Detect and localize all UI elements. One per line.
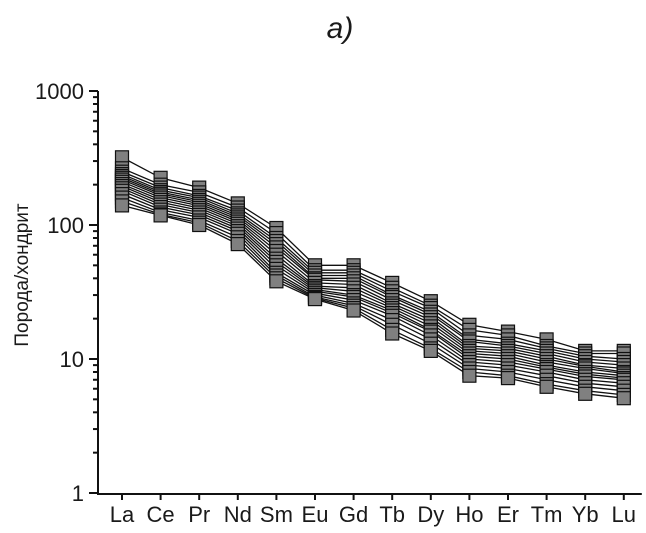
x-tick-label: Pr [188, 502, 210, 527]
series-markers [114, 150, 631, 406]
y-tick-label: 100 [47, 213, 84, 238]
x-tick-label: Ho [455, 502, 483, 527]
x-tick-label: Er [497, 502, 519, 527]
data-point-marker [385, 326, 400, 341]
data-point-marker [114, 198, 130, 213]
data-point-marker [500, 371, 516, 386]
data-point-marker [192, 217, 207, 233]
y-axis-label: Порода/хондрит [12, 203, 33, 346]
y-tick-label: 10 [60, 347, 84, 372]
data-point-marker [462, 368, 477, 383]
y-tick-label: 1000 [35, 79, 84, 104]
x-tick-label: Yb [572, 502, 599, 527]
x-tick-label: Tb [379, 502, 405, 527]
data-point-marker [153, 208, 168, 223]
data-point-marker [616, 391, 631, 406]
x-tick-label: Tm [531, 502, 563, 527]
x-tick-label: Dy [417, 502, 444, 527]
x-tick-label: Ce [147, 502, 175, 527]
data-point-marker [269, 274, 284, 289]
x-tick-label: Lu [612, 502, 636, 527]
x-tick-label: Sm [260, 502, 293, 527]
data-point-marker [307, 292, 323, 307]
data-point-marker [346, 303, 361, 318]
x-axis: La Ce Pr Nd Sm Eu Gd Tb Dy Ho Er Tm Yb Lu [97, 493, 642, 527]
x-tick-label: Eu [302, 502, 329, 527]
x-tick-label: La [110, 502, 135, 527]
y-tick-label: 1 [72, 481, 84, 506]
y-axis: 1 10 100 1000 [35, 79, 99, 506]
x-tick-label: Gd [339, 502, 368, 527]
data-point-marker [230, 237, 245, 252]
data-point-marker [539, 379, 554, 394]
panel-label: a) [327, 12, 354, 45]
data-point-marker [578, 386, 593, 401]
x-tick-label: Nd [224, 502, 252, 527]
data-point-marker [423, 343, 438, 358]
